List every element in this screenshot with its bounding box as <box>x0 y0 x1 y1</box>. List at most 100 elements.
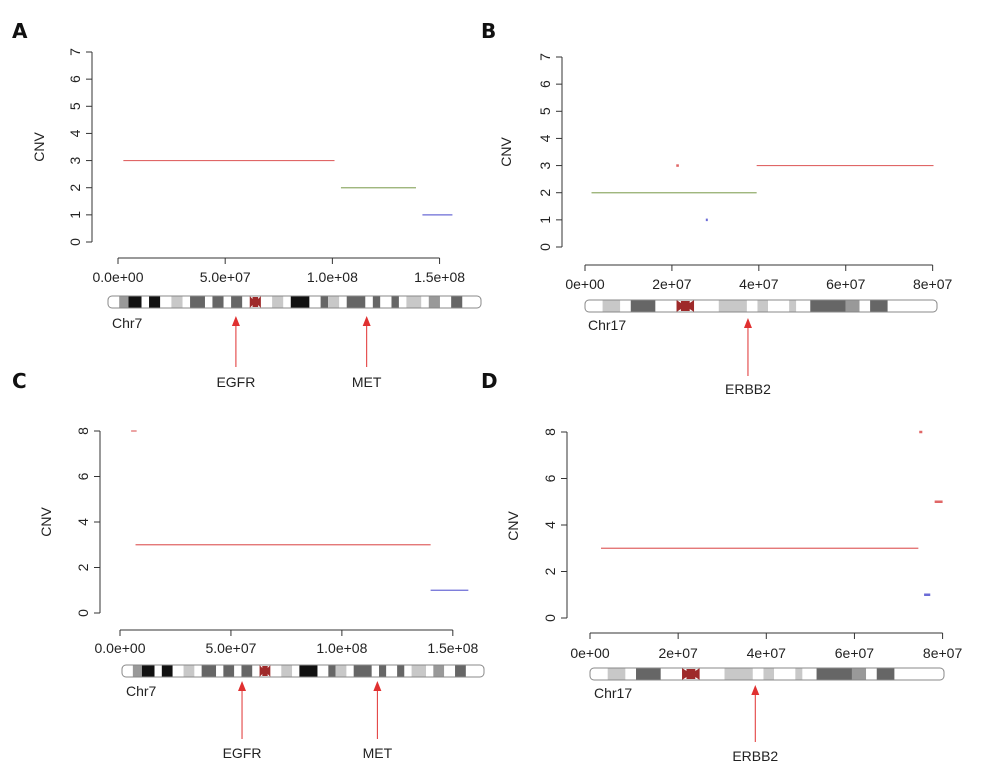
gene-arrowhead <box>231 316 240 326</box>
chromosome-band <box>894 668 944 680</box>
gene-arrowhead <box>743 318 752 328</box>
chromosome-band <box>866 668 877 680</box>
chromosome-band <box>190 296 205 308</box>
chromosome-band <box>746 300 758 312</box>
chromosome-band <box>774 668 796 680</box>
gene-arrowhead <box>362 316 371 326</box>
y-tick-label: 0 <box>542 614 558 622</box>
chromosome-band <box>252 665 260 677</box>
chromosome-band <box>241 665 253 677</box>
panel-c: C 0 2 4 6 8 CNV 0.0e+00 5.0e+07 1.0e+08 1.5e+08 Chr… <box>12 369 485 761</box>
chromosome-band <box>290 296 310 308</box>
centromere <box>262 666 268 676</box>
chromosome-band <box>406 296 422 308</box>
chromosome-band <box>660 668 683 680</box>
x-tick-label: 8e+07 <box>923 645 963 661</box>
chromosome-band <box>404 665 412 677</box>
y-tick-label: 6 <box>67 75 83 83</box>
panel-letter: D <box>481 369 498 393</box>
x-tick-label: 0.0e+00 <box>93 269 144 285</box>
chromosome-ideogram <box>121 664 485 678</box>
chromosome-band <box>411 665 427 677</box>
chromosome-band <box>763 668 775 680</box>
chromosome-outline <box>584 299 938 313</box>
gene-arrowhead <box>751 685 760 695</box>
gene-arrowhead <box>238 681 247 691</box>
chromosome-band <box>768 300 790 312</box>
chromosome-band <box>590 668 608 680</box>
y-tick-label: 2 <box>75 563 91 571</box>
chromosome-band <box>128 296 142 308</box>
chromosome-ideogram <box>584 299 938 313</box>
chromosome-outline <box>589 667 945 681</box>
panel-letter: A <box>12 19 28 43</box>
chromosome-band <box>328 296 340 308</box>
chromosome-ideogram <box>107 295 482 309</box>
panel-a: A 0 1 2 3 4 5 6 7 CNV 0.0e+00 5.0e+07 1.0e+08 1.5e+08… <box>12 19 482 390</box>
chromosome-band <box>724 668 753 680</box>
chromosome-band <box>353 665 372 677</box>
chromosome-band <box>699 668 725 680</box>
chromosome-outline <box>121 664 485 678</box>
chromosome-band <box>317 665 329 677</box>
x-tick-label: 6e+07 <box>835 645 875 661</box>
chromosome-band <box>636 668 661 680</box>
chromosome-band <box>789 300 797 312</box>
chromosome-band <box>141 296 150 308</box>
chromosome-band <box>223 296 232 308</box>
chromosome-band <box>870 300 888 312</box>
gene-label: EGFR <box>223 745 262 761</box>
x-tick-label: 8e+07 <box>913 276 953 292</box>
chromosome-band <box>231 296 243 308</box>
chromosome-band <box>212 296 224 308</box>
x-tick-label: 1.0e+08 <box>307 269 358 285</box>
chromosome-band <box>462 296 481 308</box>
chromosome-band <box>859 300 871 312</box>
chromosome-band <box>346 296 366 308</box>
chromosome-band <box>309 296 321 308</box>
chromosome-band <box>299 665 318 677</box>
gene-label: ERBB2 <box>732 748 778 764</box>
chromosome-band <box>380 296 392 308</box>
chromosome-band <box>426 665 434 677</box>
chromosome-band <box>796 300 811 312</box>
gene-label: ERBB2 <box>725 381 771 397</box>
chromosome-band <box>455 665 466 677</box>
y-tick-label: 0 <box>537 243 553 251</box>
y-axis-title: CNV <box>498 137 514 167</box>
x-tick-label: 2e+07 <box>652 276 692 292</box>
x-tick-label: 0e+00 <box>565 276 605 292</box>
chromosome-band <box>421 296 429 308</box>
panel-b: B 0 1 2 3 4 5 6 7 CNV 0e+00 2e+07 4e+07 6e+07 8e+07 Chr… <box>481 19 953 397</box>
chromosome-band <box>141 665 155 677</box>
y-tick-label: 8 <box>542 428 558 436</box>
y-tick-label: 7 <box>537 53 553 61</box>
chromosome-band <box>602 300 621 312</box>
x-tick-label: 5.0e+07 <box>205 640 256 656</box>
chromosome-band <box>154 665 162 677</box>
y-tick-label: 2 <box>67 184 83 192</box>
chromosome-band <box>160 296 172 308</box>
centromere <box>686 669 696 679</box>
chromosome-band <box>234 665 242 677</box>
chromosome-band <box>149 296 161 308</box>
chromosome-band <box>439 296 452 308</box>
chromosome-band <box>260 296 273 308</box>
y-axis-title: CNV <box>31 132 47 162</box>
chromosome-label: Chr17 <box>594 685 632 701</box>
y-tick-label: 3 <box>537 161 553 169</box>
chromosome-band <box>119 296 129 308</box>
y-tick-label: 6 <box>537 80 553 88</box>
chromosome-band <box>172 665 184 677</box>
y-axis-title: CNV <box>505 511 521 541</box>
chromosome-band <box>328 665 336 677</box>
y-tick-label: 4 <box>67 129 83 137</box>
chromosome-ideogram <box>589 667 945 681</box>
y-tick-label: 2 <box>542 567 558 575</box>
chromosome-band <box>183 665 195 677</box>
chromosome-band <box>428 296 440 308</box>
chromosome-band <box>607 668 626 680</box>
y-axis-title: CNV <box>38 507 54 537</box>
y-tick-label: 1 <box>537 216 553 224</box>
